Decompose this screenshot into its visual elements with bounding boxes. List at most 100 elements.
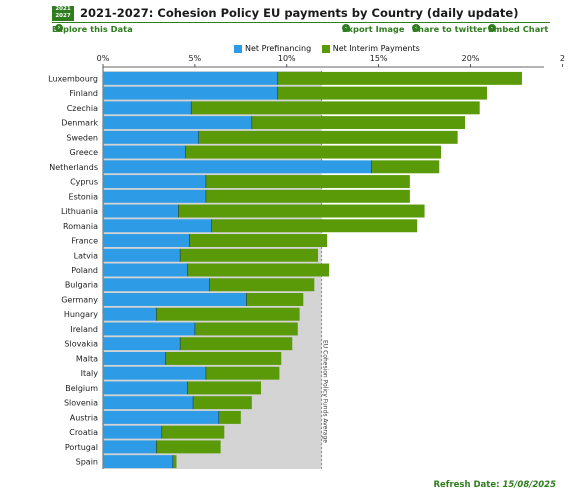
bar-interim	[218, 410, 241, 424]
x-tick-label: 2	[560, 54, 565, 63]
bar-prefinancing	[103, 234, 190, 247]
export-image-label: Export Image	[342, 24, 405, 34]
bar-interim	[198, 130, 458, 144]
bar-prefinancing	[103, 410, 219, 424]
category-label: Romania	[63, 222, 98, 231]
bar-interim	[194, 322, 298, 336]
bar-interim	[187, 263, 330, 277]
category-label: Croatia	[69, 428, 98, 437]
bar-prefinancing	[103, 293, 247, 306]
bar-interim	[180, 248, 318, 262]
refresh-label: Refresh Date:	[433, 480, 500, 490]
bar-prefinancing	[103, 189, 206, 203]
legend-swatch-prefinancing	[234, 44, 242, 53]
chevron-left-icon: ‹	[412, 24, 420, 32]
bar-interim	[178, 204, 425, 218]
bar-prefinancing	[103, 204, 179, 218]
bar-interim	[205, 189, 410, 203]
share-twitter-label: Share to twitter	[412, 24, 487, 34]
chevron-left-icon: ‹	[342, 24, 350, 32]
category-label: Portugal	[65, 443, 98, 452]
x-tick-label: 15%	[370, 54, 388, 63]
bar-interim	[209, 278, 315, 292]
x-tick-label: 20%	[462, 54, 480, 63]
bar-prefinancing	[103, 455, 173, 469]
legend-label-interim: Net Interim Payments	[332, 44, 420, 53]
category-label: Poland	[71, 266, 98, 275]
bar-prefinancing	[103, 86, 278, 100]
bar-prefinancing	[103, 116, 252, 130]
refresh-date-value: 15/08/2025	[502, 480, 556, 490]
category-label: Sweden	[66, 133, 98, 142]
bar-interim	[205, 175, 410, 189]
category-label: Estonia	[69, 192, 99, 201]
explore-data-label: Explore this Data	[52, 24, 133, 34]
chevron-left-icon: ‹	[488, 24, 496, 32]
bar-interim	[371, 160, 440, 174]
bar-interim	[161, 425, 225, 439]
category-label: Hungary	[64, 310, 98, 319]
bar-prefinancing	[103, 366, 206, 380]
category-label: Belgium	[65, 384, 98, 393]
bar-prefinancing	[103, 381, 188, 395]
category-label: Malta	[76, 354, 98, 363]
bar-interim	[246, 293, 304, 306]
legend-item-prefinancing[interactable]: Net Prefinancing	[234, 44, 311, 53]
category-label: Netherlands	[49, 163, 98, 172]
category-label: Italy	[81, 369, 99, 378]
x-tick-label: 10%	[278, 54, 296, 63]
legend-item-interim[interactable]: Net Interim Payments	[321, 44, 420, 53]
badge-top: 2021	[55, 6, 71, 12]
bar-interim	[156, 307, 300, 321]
toolbar-links: Explore this Data › ‹ Export Image ‹ Share…	[52, 24, 550, 36]
bar-prefinancing	[103, 440, 157, 454]
category-label: Finland	[69, 89, 98, 98]
bar-interim	[205, 366, 280, 380]
category-label: Latvia	[74, 251, 98, 260]
chevron-right-icon: ›	[55, 24, 63, 32]
average-label: EU Cohesion Policy Funds Average	[322, 340, 329, 443]
bar-interim	[187, 381, 262, 395]
chart-title: 2021-2027: Cohesion Policy EU payments b…	[80, 6, 519, 20]
bar-interim	[156, 440, 221, 454]
category-label: France	[71, 237, 98, 246]
category-label: Denmark	[61, 119, 98, 128]
bar-prefinancing	[103, 71, 278, 85]
legend-label-prefinancing: Net Prefinancing	[245, 44, 312, 53]
bar-interim	[165, 351, 282, 365]
header-divider	[52, 22, 550, 23]
header: 2021 2027 2021-2027: Cohesion Policy EU …	[52, 6, 550, 22]
category-label: Slovenia	[64, 399, 98, 408]
category-label: Germany	[61, 295, 98, 304]
bar-interim	[277, 86, 488, 100]
bar-interim	[180, 337, 293, 351]
bar-prefinancing	[103, 145, 186, 159]
bar-prefinancing	[103, 248, 181, 262]
legend: Net Prefinancing Net Interim Payments	[234, 44, 428, 53]
legend-swatch-interim	[321, 44, 330, 53]
bar-prefinancing	[103, 263, 188, 277]
bar-prefinancing	[103, 130, 199, 144]
category-label: Lithuania	[61, 207, 98, 216]
bar-prefinancing	[103, 219, 212, 233]
bar-interim	[185, 145, 442, 159]
bar-prefinancing	[103, 351, 166, 365]
bar-interim	[277, 71, 522, 85]
bar-interim	[193, 396, 252, 410]
bar-prefinancing	[103, 425, 162, 439]
category-label: Bulgaria	[65, 281, 98, 290]
category-label: Austria	[70, 413, 98, 422]
category-label: Greece	[70, 148, 99, 157]
embed-chart-label: Embed Chart	[488, 24, 549, 34]
bar-interim	[191, 101, 480, 115]
bar-prefinancing	[103, 160, 372, 174]
bar-prefinancing	[103, 175, 206, 189]
period-badge: 2021 2027	[52, 6, 74, 21]
category-label: Cyprus	[70, 178, 98, 187]
bar-prefinancing	[103, 278, 210, 292]
x-tick-label: 5%	[189, 54, 202, 63]
bar-interim	[251, 116, 465, 130]
x-tick-label: 0%	[97, 54, 110, 63]
category-label: Czechia	[67, 104, 98, 113]
